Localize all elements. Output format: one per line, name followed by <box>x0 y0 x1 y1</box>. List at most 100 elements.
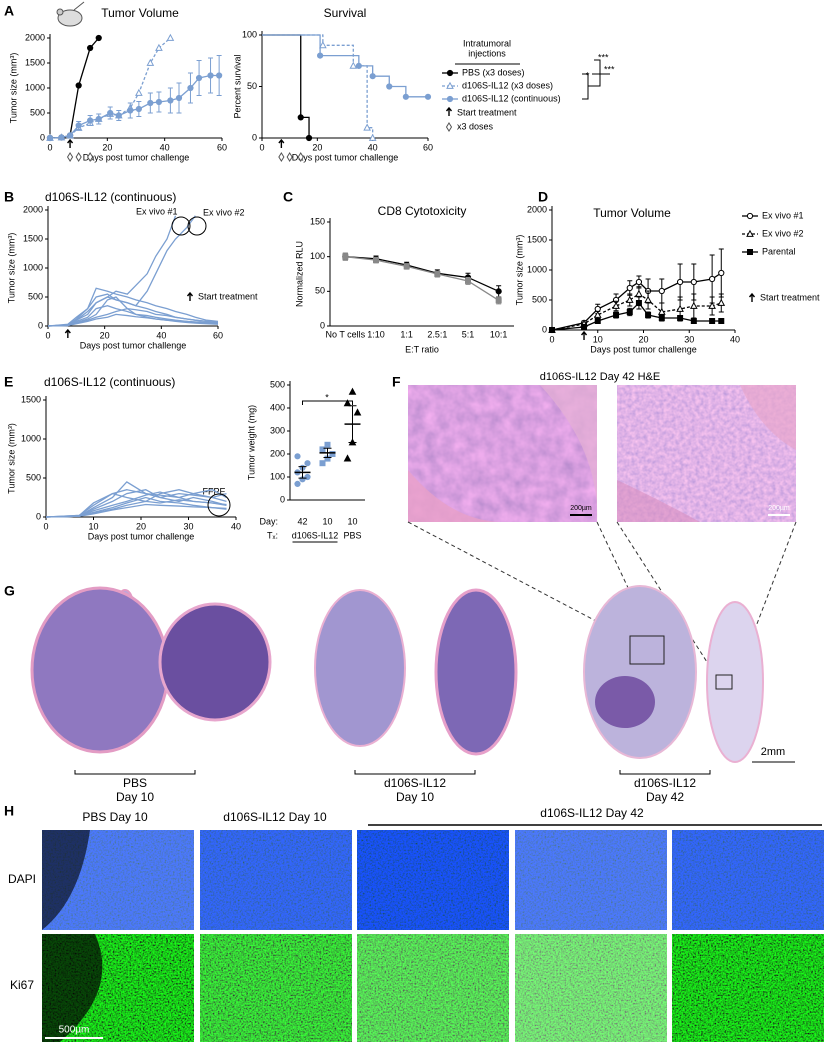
marker <box>304 473 311 481</box>
marker <box>644 295 652 303</box>
x-axis-label: Days post tumor challenge <box>83 152 190 162</box>
y-tick-label: 500 <box>270 379 285 389</box>
marker <box>549 327 555 333</box>
legend-marker <box>446 81 454 89</box>
group <box>343 387 362 462</box>
x-tick-label: 0 <box>259 142 264 152</box>
marker <box>676 304 684 312</box>
y-tick-label: 100 <box>270 471 285 481</box>
panel-letter: B <box>4 189 14 205</box>
series <box>262 34 313 142</box>
marker <box>677 278 684 286</box>
annotation: *** <box>598 52 609 62</box>
x-tick-label: 40 <box>160 142 170 152</box>
marker <box>155 98 163 106</box>
y-axis-label: Normalized RLU <box>294 241 304 307</box>
marker <box>718 269 725 277</box>
y-tick-label: 1500 <box>527 234 547 244</box>
x-tick-label: 20 <box>638 334 648 344</box>
marker <box>167 97 174 104</box>
marker <box>294 480 301 487</box>
x-axis-label: E:T ratio <box>405 344 439 354</box>
marker <box>709 318 716 324</box>
group-label: Day 42 <box>646 790 684 804</box>
callout-circle <box>187 216 207 236</box>
legend-title: Intratumoral <box>463 38 511 48</box>
y-tick-label: 1000 <box>23 262 43 272</box>
marker <box>187 84 194 92</box>
marker <box>319 446 326 453</box>
sem-bar <box>298 466 307 479</box>
callout-circle <box>171 216 191 236</box>
panel-letters: A B C D E F G H <box>4 3 548 819</box>
he-images: 200µm 200µm d106S-IL12 Day 42 H&E <box>407 371 797 690</box>
y-tick-label: 0 <box>542 324 547 334</box>
line <box>47 307 219 327</box>
y-axis-label: Tumor size (mm³) <box>6 423 16 494</box>
marker <box>195 74 203 82</box>
marker <box>115 112 122 119</box>
x-tick-label: 42 <box>297 516 307 526</box>
treatment-arrow <box>278 138 285 148</box>
dose-marker <box>297 152 304 162</box>
marker <box>127 107 134 114</box>
marker <box>155 43 163 51</box>
y-tick-label: 150 <box>310 216 325 226</box>
marker <box>146 58 155 66</box>
marker <box>216 72 223 79</box>
series <box>262 34 377 141</box>
marker <box>635 278 643 286</box>
line <box>45 503 227 518</box>
series <box>45 481 227 518</box>
marker <box>343 454 352 462</box>
marker <box>324 441 331 448</box>
y-axis-label: Tumor size (mm³) <box>8 53 18 124</box>
annotation: Ex vivo #2 <box>203 207 245 217</box>
y-tick-label: 1000 <box>25 82 45 92</box>
x-tick-label: 20 <box>312 142 322 152</box>
dapi-image <box>200 830 352 930</box>
dose-marker <box>87 152 94 162</box>
marker <box>369 73 376 80</box>
x-tick-label: 10 <box>322 516 332 526</box>
marker <box>465 277 471 284</box>
y-tick-label: 2000 <box>25 32 45 42</box>
row-label: Tₓ: <box>267 530 278 540</box>
marker <box>626 284 633 292</box>
marker <box>317 52 324 59</box>
marker <box>95 115 102 123</box>
x-tick-label: 20 <box>136 521 146 531</box>
x-tick-label: 20 <box>100 330 110 340</box>
legend-title: injections <box>468 48 506 58</box>
tissue-edge <box>42 830 90 930</box>
marker <box>626 309 633 315</box>
group-label: Day 10 <box>396 790 434 804</box>
dapi-image <box>357 830 509 930</box>
group-label: d106S-IL12 <box>292 530 339 540</box>
legend-marker <box>747 249 753 255</box>
ki67-image <box>672 934 824 1042</box>
series <box>548 248 725 334</box>
marker <box>95 34 102 42</box>
dapi-image <box>672 830 824 930</box>
marker <box>424 93 432 100</box>
series <box>46 55 223 142</box>
y-tick-label: 100 <box>310 251 325 261</box>
mouse-icon <box>56 1 85 27</box>
chart-title: d106S-IL12 (continuous) <box>45 190 176 204</box>
marker <box>207 72 214 79</box>
x-tick-label: 60 <box>217 142 227 152</box>
marker <box>690 318 697 324</box>
fluorescence: PBS Day 10 d106S-IL12 Day 10 d106S-IL12 … <box>8 806 824 1042</box>
marker <box>709 275 716 283</box>
dapi-image <box>515 830 667 930</box>
marker <box>343 399 352 407</box>
line <box>262 34 310 138</box>
series <box>47 296 219 327</box>
series <box>45 489 227 518</box>
x-tick-label: 5:1 <box>462 329 475 339</box>
y-tick-label: 500 <box>532 294 547 304</box>
marker <box>319 460 326 467</box>
legend-label: PBS (x3 doses) <box>462 67 525 77</box>
x-tick-label: No T cells <box>325 329 365 339</box>
